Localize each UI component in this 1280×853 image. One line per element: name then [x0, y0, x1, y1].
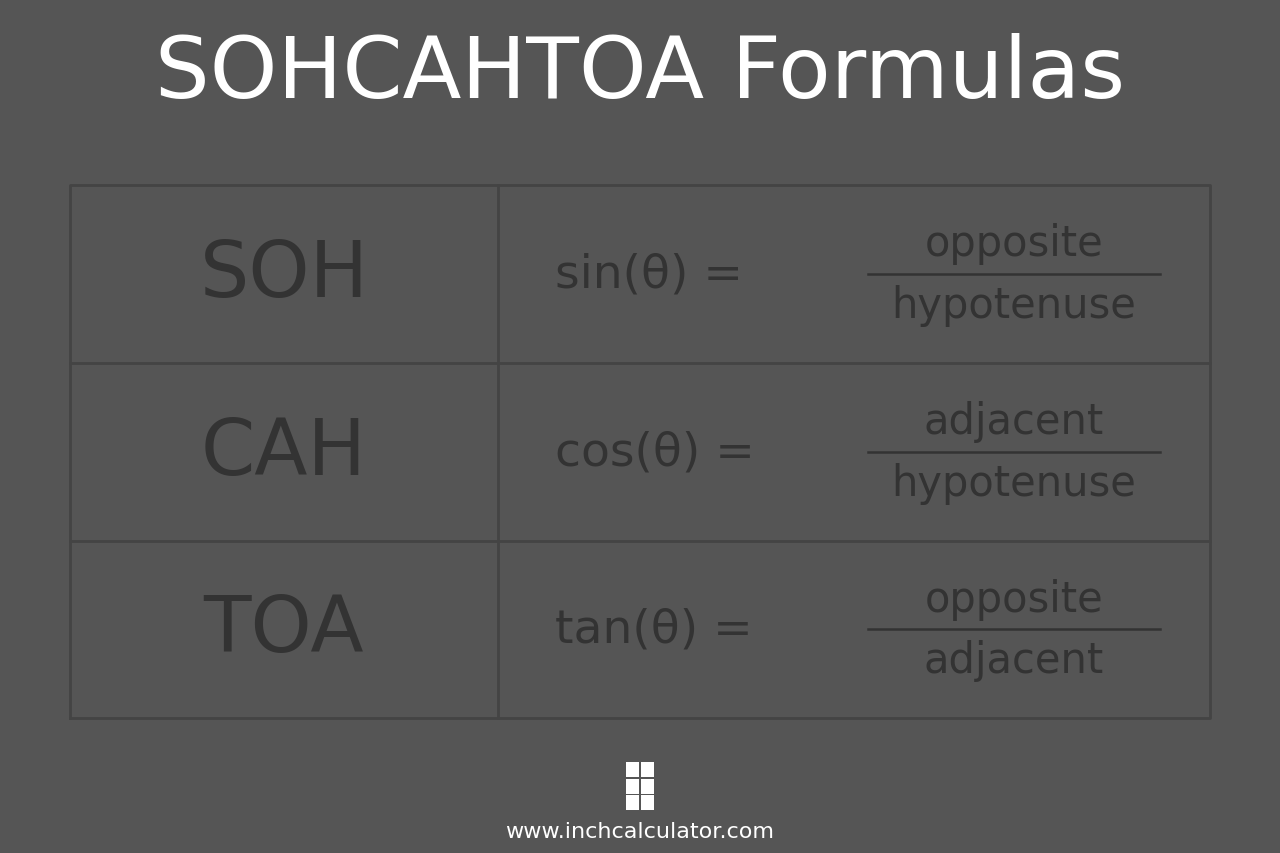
Text: SOHCAHTOA Formulas: SOHCAHTOA Formulas	[155, 33, 1125, 116]
Text: opposite: opposite	[924, 223, 1103, 264]
Bar	[640, 763, 654, 777]
Text: adjacent: adjacent	[924, 640, 1103, 682]
Bar	[626, 763, 640, 777]
Text: sin(θ) =: sin(θ) =	[554, 252, 742, 297]
Text: opposite: opposite	[924, 577, 1103, 620]
Text: hypotenuse: hypotenuse	[891, 462, 1137, 504]
Text: tan(θ) =: tan(θ) =	[554, 607, 753, 653]
Bar	[626, 795, 640, 810]
Text: CAH: CAH	[201, 415, 367, 490]
Text: cos(θ) =: cos(θ) =	[554, 430, 754, 474]
Bar	[640, 779, 654, 794]
Text: SOH: SOH	[200, 236, 369, 312]
Bar	[626, 779, 640, 794]
Text: adjacent: adjacent	[924, 400, 1103, 442]
Text: hypotenuse: hypotenuse	[891, 284, 1137, 327]
Text: www.inchcalculator.com: www.inchcalculator.com	[506, 821, 774, 841]
Bar	[640, 795, 654, 810]
Text: TOA: TOA	[204, 592, 365, 668]
